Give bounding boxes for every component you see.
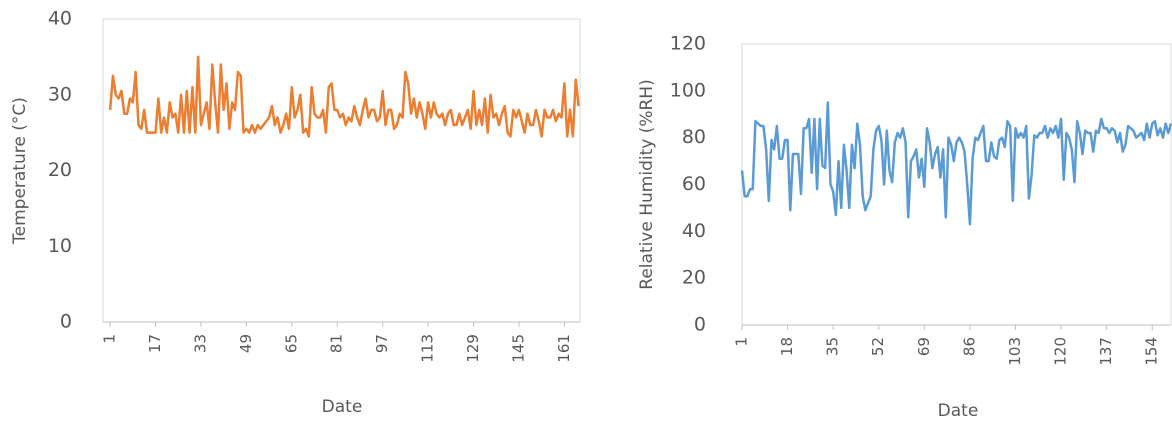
x-tick-label: 1 — [733, 337, 751, 347]
x-tick-label: 103 — [1006, 337, 1024, 366]
y-tick-label: 10 — [48, 235, 72, 257]
data-line — [108, 55, 580, 138]
x-tick-label: 33 — [191, 334, 209, 353]
x-tick-label: 97 — [373, 334, 391, 353]
x-tick-label: 137 — [1097, 337, 1115, 366]
y-axis-title: Relative Humidity (%RH) — [637, 79, 657, 289]
x-tick-label: 69 — [915, 337, 933, 356]
y-axis-title: Temperature (°C) — [10, 97, 30, 245]
x-tick-label: 120 — [1052, 337, 1070, 366]
y-tick-label: 60 — [682, 173, 706, 195]
y-tick-label: 100 — [670, 79, 706, 101]
x-tick-label: 65 — [282, 334, 300, 353]
y-tick-label: 40 — [48, 8, 72, 30]
y-tick-label: 0 — [694, 314, 706, 336]
x-tick-label: 49 — [237, 334, 255, 353]
data-line — [740, 101, 1172, 226]
x-tick-label: 18 — [778, 337, 796, 356]
y-tick-label: 80 — [682, 126, 706, 148]
x-tick-label: 86 — [960, 337, 978, 356]
x-tick-label: 81 — [328, 334, 346, 353]
y-tick-label: 30 — [48, 83, 72, 105]
x-tick-label: 113 — [419, 334, 437, 363]
x-tick-label: 161 — [555, 334, 573, 363]
plot-frame — [741, 43, 1172, 326]
y-tick-label: 0 — [60, 311, 72, 333]
plot-frame — [102, 18, 581, 323]
x-tick-label: 154 — [1143, 337, 1161, 366]
y-tick-label: 120 — [670, 33, 706, 55]
x-tick-label: 35 — [824, 337, 842, 356]
x-tick-label: 17 — [146, 334, 164, 353]
y-tick-label: 20 — [682, 267, 706, 289]
x-tick-label: 145 — [509, 334, 527, 363]
x-tick-label: 52 — [869, 337, 887, 356]
x-axis-title: Date — [322, 397, 363, 417]
x-tick-label: 1 — [101, 334, 119, 344]
x-tick-label: 129 — [464, 334, 482, 363]
x-axis-title: Date — [938, 401, 979, 421]
y-tick-label: 40 — [682, 220, 706, 242]
y-tick-label: 20 — [48, 159, 72, 181]
